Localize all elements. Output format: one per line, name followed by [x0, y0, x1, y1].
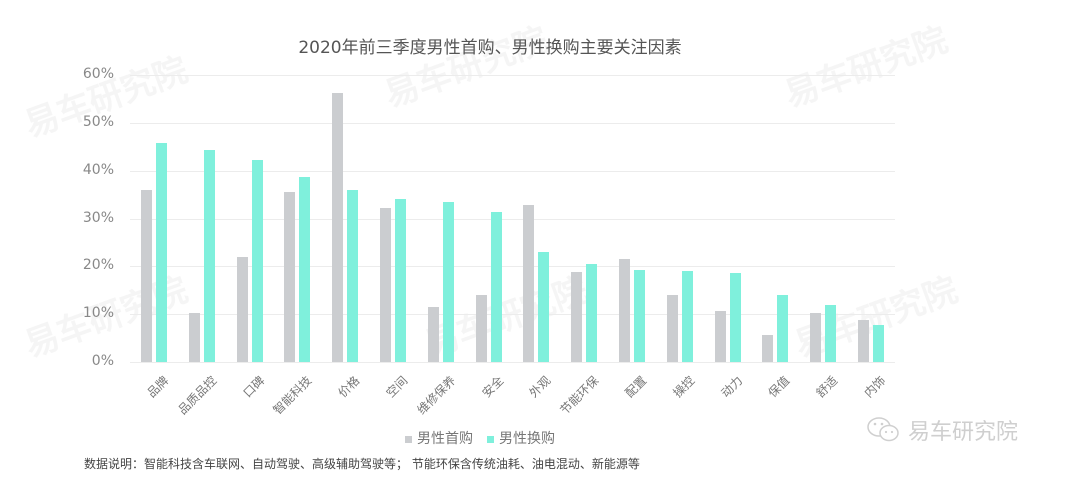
- y-tick-label: 30%: [82, 209, 114, 226]
- chart-title: 2020年前三季度男性首购、男性换购主要关注因素: [298, 38, 682, 58]
- bar-group: [427, 75, 454, 362]
- bar-replacement[interactable]: [347, 189, 359, 362]
- bar-replacement[interactable]: [155, 142, 167, 362]
- x-tick-label: 配置: [622, 373, 650, 401]
- x-tick-label: 保值: [765, 373, 793, 401]
- bar-first-purchase[interactable]: [284, 191, 296, 362]
- legend-swatch: [487, 435, 494, 443]
- x-tick-label: 智能科技: [270, 373, 315, 418]
- y-tick-label: 10%: [82, 305, 114, 322]
- legend-swatch: [405, 435, 412, 443]
- bar-first-purchase[interactable]: [475, 295, 487, 362]
- bar-replacement[interactable]: [634, 270, 646, 362]
- data-note: 数据说明：智能科技含车联网、自动驾驶、高级辅助驾驶等； 节能环保含传统油耗、油电…: [84, 457, 640, 471]
- x-tick-label: 维修保养: [414, 373, 459, 418]
- bar-group: [284, 75, 311, 362]
- bar-replacement[interactable]: [729, 273, 741, 362]
- bar-replacement[interactable]: [490, 211, 502, 362]
- bar-first-purchase[interactable]: [523, 205, 535, 362]
- bar-first-purchase[interactable]: [571, 272, 583, 362]
- bar-replacement[interactable]: [203, 150, 215, 362]
- bar-first-purchase[interactable]: [332, 92, 344, 362]
- x-tick-label: 安全: [479, 373, 506, 401]
- bar-group: [332, 75, 359, 362]
- bar-replacement[interactable]: [251, 160, 263, 362]
- bar-replacement[interactable]: [777, 295, 789, 362]
- bar-group: [379, 75, 406, 362]
- brand-logo: 易车研究院: [866, 414, 1018, 446]
- x-tick-label: 动力: [718, 373, 745, 401]
- bar-first-purchase[interactable]: [140, 189, 152, 362]
- bar-group: [571, 75, 598, 362]
- plot-area: [130, 75, 895, 363]
- wechat-icon: [867, 417, 899, 442]
- y-tick-label: 40%: [82, 161, 114, 178]
- gridline: [130, 75, 895, 76]
- bar-first-purchase[interactable]: [810, 312, 822, 362]
- bar-replacement[interactable]: [586, 263, 598, 362]
- y-tick-label: 20%: [82, 257, 114, 274]
- x-tick-label: 品质品控: [175, 373, 220, 418]
- bar-replacement[interactable]: [681, 271, 693, 362]
- bar-replacement[interactable]: [299, 176, 311, 362]
- bar-replacement[interactable]: [538, 251, 550, 362]
- gridline: [130, 314, 895, 316]
- bar-first-purchase[interactable]: [666, 295, 678, 362]
- bar-group: [140, 75, 167, 362]
- legend-label: 男性首购: [417, 431, 473, 447]
- x-tick-label: 空间: [383, 373, 411, 401]
- brand-name: 易车研究院: [908, 420, 1019, 445]
- x-tick-label: 品牌: [144, 373, 172, 401]
- y-tick-label: 60%: [82, 66, 114, 82]
- bar-first-purchase[interactable]: [379, 207, 391, 362]
- bar-group: [858, 75, 885, 362]
- bar-first-purchase[interactable]: [858, 319, 870, 362]
- x-tick-label: 舒适: [813, 373, 841, 401]
- bar-first-purchase[interactable]: [427, 307, 439, 362]
- bar-group: [236, 75, 263, 362]
- x-tick-label: 操控: [670, 373, 698, 401]
- bar-replacement[interactable]: [825, 305, 837, 362]
- x-tick-label: 内饰: [861, 373, 889, 401]
- bar-first-purchase[interactable]: [762, 335, 774, 362]
- bar-group: [188, 75, 215, 362]
- bar-group: [523, 75, 550, 362]
- bar-group: [666, 75, 693, 362]
- y-tick-label: 0%: [91, 353, 114, 369]
- legend-label: 男性换购: [499, 431, 555, 447]
- legend-item-replacement[interactable]: 男性换购: [487, 428, 555, 448]
- bar-replacement[interactable]: [442, 201, 454, 362]
- bar-group: [475, 75, 502, 362]
- bar-group: [619, 75, 646, 362]
- legend: 男性首购 男性换购: [405, 428, 555, 448]
- gridline: [130, 170, 895, 172]
- gridline: [130, 122, 895, 124]
- bar-group: [762, 75, 789, 362]
- y-tick-label: 50%: [82, 113, 114, 130]
- bar-first-purchase[interactable]: [619, 259, 631, 362]
- x-tick-label: 节能环保: [557, 373, 602, 418]
- gridline: [130, 362, 895, 363]
- x-tick-label: 价格: [335, 373, 363, 401]
- bar-first-purchase[interactable]: [236, 256, 248, 362]
- x-tick-label: 外观: [526, 373, 554, 401]
- x-tick-label: 口碑: [239, 373, 267, 401]
- legend-item-first-purchase[interactable]: 男性首购: [405, 428, 473, 448]
- bar-first-purchase[interactable]: [188, 312, 200, 362]
- gridline: [130, 266, 895, 268]
- bar-first-purchase[interactable]: [714, 310, 726, 362]
- gridline: [130, 218, 895, 220]
- bar-replacement[interactable]: [873, 325, 885, 362]
- bar-group: [714, 75, 741, 362]
- bar-replacement[interactable]: [394, 198, 406, 362]
- bar-group: [810, 75, 837, 362]
